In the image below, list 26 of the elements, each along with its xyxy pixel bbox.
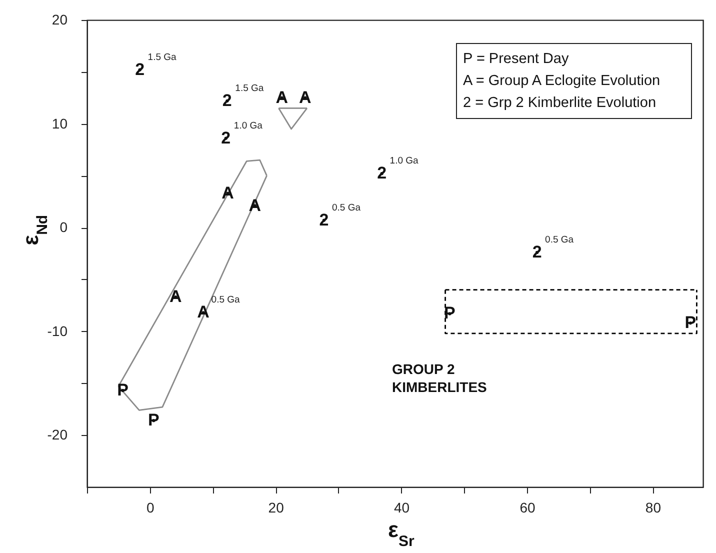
x-tick-label: 80: [645, 500, 662, 516]
annotation: 2 = Grp 2 Kimberlite Evolution: [463, 94, 658, 113]
annotation: P = Present Day: [463, 50, 570, 69]
annotation: GROUP 2 KIMBERLITES: [392, 360, 487, 396]
x-tick-label: 20: [268, 500, 284, 516]
annotation: 1.5 Ga: [235, 82, 264, 94]
annotation: A: [298, 88, 312, 107]
annotation: 0.5 Ga: [211, 294, 241, 306]
annotation: A = Group A Eclogite Evolution: [463, 72, 662, 91]
y-tick-label: -10: [47, 322, 68, 339]
annotation: 1.0 Ga: [390, 156, 420, 167]
y-tick-label: -20: [47, 426, 68, 443]
annotation: A: [276, 88, 288, 107]
annotation: 1.5 Ga: [148, 52, 178, 63]
y-tick-label: 0: [60, 219, 68, 236]
y-tick-label: 20: [52, 12, 68, 28]
x-tick-label: 0: [146, 500, 154, 516]
x-axis-title: ε$_{Sr}$: [388, 517, 414, 550]
annotation: 0.5 Ga: [545, 234, 574, 246]
x-tick-label: 40: [394, 500, 410, 516]
x-tick-label: 60: [520, 500, 536, 516]
annotation: A: [248, 196, 261, 215]
annotation: A: [222, 183, 234, 202]
y-tick-label: 10: [52, 115, 68, 132]
annotation: 1.0 Ga: [234, 120, 264, 132]
annotation: 0.5 Ga: [332, 202, 362, 214]
